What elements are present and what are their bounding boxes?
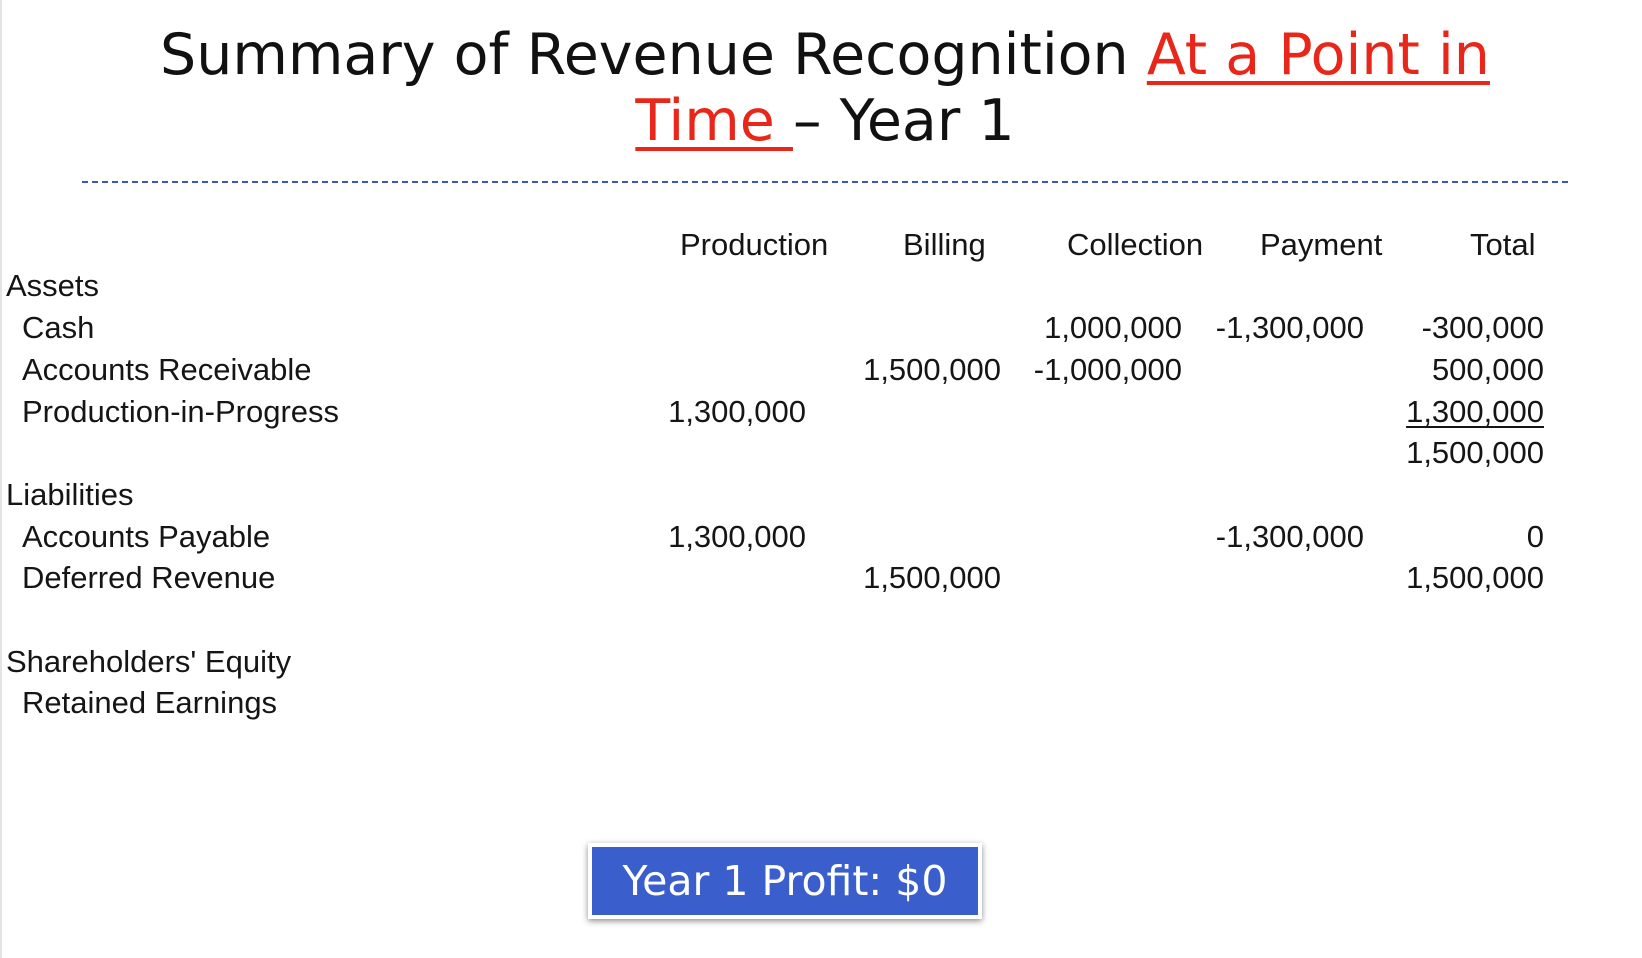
section-assets: Assets bbox=[6, 268, 100, 303]
cash-payment: -1,300,000 bbox=[1215, 310, 1364, 345]
col-header-collection: Collection bbox=[1067, 227, 1204, 262]
dr-total: 1,500,000 bbox=[1406, 560, 1544, 595]
ap-payment: -1,300,000 bbox=[1215, 519, 1364, 554]
pip-production: 1,300,000 bbox=[668, 394, 806, 429]
col-header-total: Total bbox=[1470, 227, 1536, 262]
ap-total: 0 bbox=[1526, 519, 1544, 554]
col-header-production: Production bbox=[680, 227, 829, 262]
assets-total: 1,500,000 bbox=[1406, 435, 1544, 470]
row-label-cash: Cash bbox=[22, 310, 95, 345]
ar-collection: -1,000,000 bbox=[1033, 352, 1182, 387]
title-year: – Year 1 bbox=[792, 88, 1015, 154]
title-text: Summary of Revenue Recognition bbox=[160, 22, 1147, 88]
cash-total: -300,000 bbox=[1421, 310, 1544, 345]
section-liabilities: Liabilities bbox=[6, 477, 134, 512]
col-header-billing: Billing bbox=[903, 227, 986, 262]
dr-billing: 1,500,000 bbox=[863, 560, 1001, 595]
title-divider bbox=[82, 181, 1568, 183]
row-label-retained-earnings: Retained Earnings bbox=[22, 685, 278, 720]
row-label-production-in-progress: Production-in-Progress bbox=[22, 394, 340, 429]
ar-billing: 1,500,000 bbox=[863, 352, 1001, 387]
pip-total: 1,300,000 bbox=[1406, 394, 1544, 429]
ap-production: 1,300,000 bbox=[668, 519, 806, 554]
page-title: Summary of Revenue Recognition At a Poin… bbox=[80, 22, 1570, 154]
profit-box: Year 1 Profit: $0 bbox=[588, 843, 982, 919]
col-header-payment: Payment bbox=[1260, 227, 1383, 262]
left-border bbox=[0, 0, 2, 958]
ar-total: 500,000 bbox=[1431, 352, 1544, 387]
title-highlight-2: Time bbox=[635, 88, 793, 154]
title-highlight-1: At a Point in bbox=[1146, 22, 1490, 88]
cash-collection: 1,000,000 bbox=[1044, 310, 1182, 345]
row-label-accounts-receivable: Accounts Receivable bbox=[22, 352, 312, 387]
row-label-accounts-payable: Accounts Payable bbox=[22, 519, 271, 554]
row-label-deferred-revenue: Deferred Revenue bbox=[22, 560, 276, 595]
section-shareholders-equity: Shareholders' Equity bbox=[6, 644, 292, 679]
